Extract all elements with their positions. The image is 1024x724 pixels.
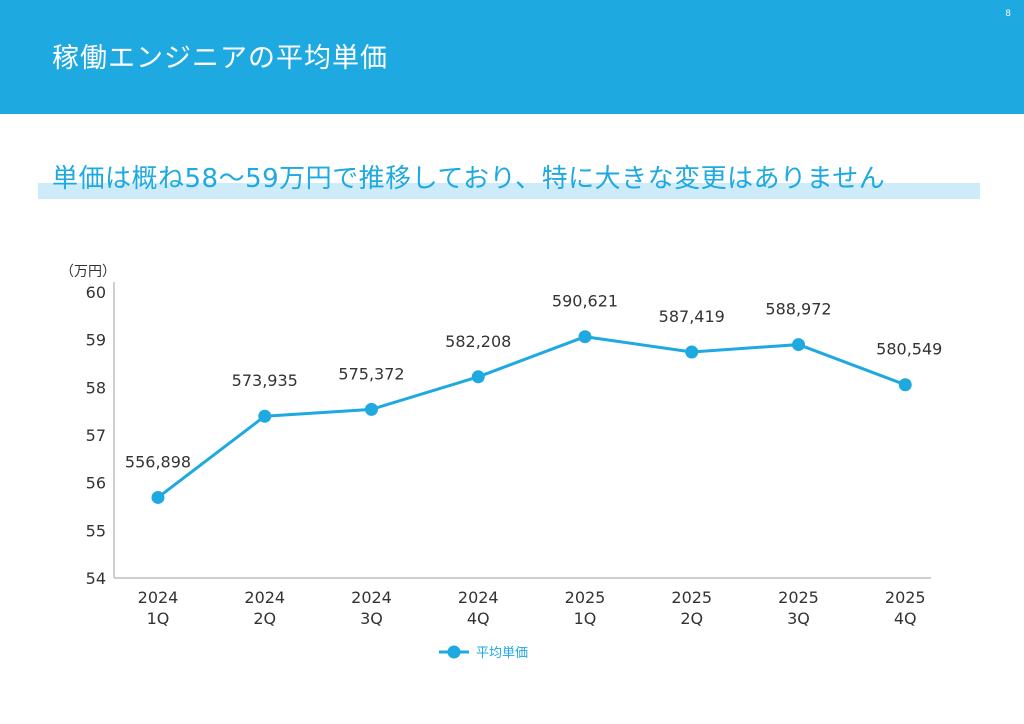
data-label: 587,419	[659, 307, 725, 326]
x-tick-label: 2025 4Q	[885, 588, 926, 628]
y-tick-label: 55	[86, 521, 106, 540]
legend-marker	[447, 645, 461, 659]
x-tick-label: 2024 3Q	[351, 588, 392, 628]
data-labels: 556,898 573,935 575,372 582,208 590,621 587,4…	[125, 292, 942, 472]
page-title: 稼働エンジニアの平均単価	[52, 43, 388, 74]
data-label: 573,935	[232, 371, 298, 390]
series-line	[157, 335, 906, 499]
x-tick-labels: 2024 1Q 2024 2Q 2024 3Q 2024 4Q 2025 1Q 2025 2Q 2025…	[138, 588, 926, 628]
data-label: 588,972	[765, 300, 831, 319]
x-tick-label: 2024 2Q	[244, 588, 285, 628]
data-point	[578, 330, 592, 344]
data-point	[471, 370, 485, 384]
x-tick-label: 2024 4Q	[458, 588, 499, 628]
page-number: 8	[1005, 9, 1011, 19]
y-axis-unit-label: （万円）	[60, 264, 116, 280]
x-tick-label: 2025 3Q	[778, 588, 819, 628]
headline: 単価は概ね58〜59万円で推移しており、特に大きな変更はありません	[52, 164, 886, 194]
y-tick-label: 54	[86, 569, 106, 588]
y-tick-label: 59	[86, 331, 106, 350]
legend: 平均単価	[439, 645, 528, 661]
data-label: 580,549	[876, 340, 942, 359]
header-bar	[0, 0, 1024, 114]
data-label: 590,621	[552, 292, 618, 311]
y-tick-label: 57	[86, 426, 106, 445]
data-point	[792, 338, 805, 352]
data-label: 556,898	[125, 452, 191, 471]
data-points	[151, 330, 912, 504]
x-tick-label: 2025 1Q	[565, 588, 606, 628]
data-label: 575,372	[338, 364, 404, 383]
chart-axes: （万円）	[60, 264, 931, 579]
y-tick-label: 58	[86, 378, 106, 397]
data-point	[151, 490, 165, 504]
y-tick-label: 60	[86, 283, 106, 302]
data-point	[365, 402, 378, 416]
data-point	[685, 345, 699, 359]
y-tick-label: 56	[86, 474, 106, 493]
x-tick-label: 2025 2Q	[671, 588, 712, 628]
legend-label: 平均単価	[476, 645, 528, 661]
data-point	[258, 409, 272, 423]
headline-highlight	[38, 183, 980, 199]
x-tick-label: 2024 1Q	[138, 588, 179, 628]
data-label: 582,208	[445, 332, 511, 351]
data-point	[898, 378, 912, 392]
y-tick-labels: 54 55 56 57 58 59 60	[86, 283, 106, 588]
